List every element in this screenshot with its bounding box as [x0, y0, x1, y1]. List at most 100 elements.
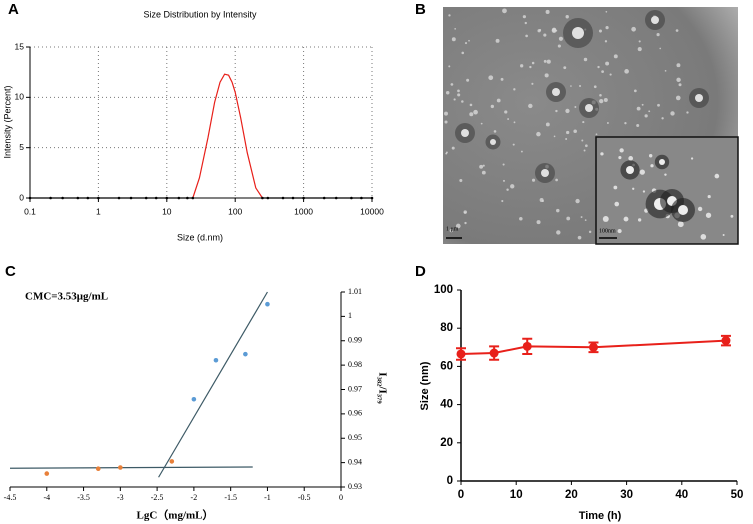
- chart-title: Size Distribution by Intensity: [143, 9, 257, 19]
- particle: [522, 15, 526, 19]
- particle: [457, 89, 460, 93]
- particle: [556, 208, 560, 213]
- particle: [529, 65, 532, 69]
- particle: [574, 105, 577, 108]
- particle: [490, 104, 495, 109]
- point: [360, 196, 363, 200]
- y-tick-label: 1.01: [348, 287, 362, 296]
- particle: [506, 188, 509, 191]
- particle: [531, 82, 534, 85]
- x-tick-label: 10000: [360, 206, 384, 216]
- point: [291, 196, 295, 200]
- particle: [513, 88, 516, 91]
- particle: [461, 100, 464, 103]
- y-tick-label: 80: [440, 322, 453, 334]
- particle: [555, 109, 558, 113]
- particle: [448, 14, 451, 17]
- particle: [705, 212, 712, 218]
- particle: [639, 169, 645, 175]
- particle: [468, 39, 470, 42]
- particle: [595, 133, 598, 136]
- scale-label: 1 μm: [446, 226, 459, 232]
- particle: [459, 179, 463, 183]
- particle: [707, 194, 711, 199]
- particle: [623, 216, 629, 222]
- particle: [565, 108, 570, 114]
- particle: [670, 111, 675, 116]
- particle: [539, 198, 544, 202]
- y-axis-title: Intensity (Percent): [2, 85, 12, 158]
- point: [154, 196, 158, 200]
- x-tick-label: -1: [264, 493, 271, 502]
- inset-particles: [600, 148, 734, 240]
- particle: [552, 88, 560, 96]
- x-tick-label: 1: [96, 206, 101, 216]
- particle: [618, 156, 622, 160]
- particle: [454, 27, 456, 30]
- particle: [545, 9, 550, 14]
- particle: [678, 205, 688, 215]
- particle: [558, 36, 563, 41]
- particle: [532, 178, 536, 182]
- particle: [573, 129, 577, 134]
- y-tick-label: 0: [447, 475, 453, 487]
- y-tick-label: 100: [434, 284, 453, 296]
- x-tick-label: -3: [117, 493, 124, 502]
- y-tick-label: 0: [19, 192, 24, 202]
- particle: [600, 152, 604, 156]
- y-tick-label: 0.99: [348, 336, 362, 345]
- particle: [624, 122, 627, 125]
- point: [117, 196, 121, 200]
- point: [44, 471, 50, 476]
- point: [350, 196, 353, 200]
- point: [302, 196, 305, 200]
- particle: [493, 130, 497, 133]
- particle: [536, 220, 541, 225]
- particle: [644, 114, 648, 118]
- particle: [469, 103, 473, 107]
- particle: [457, 93, 461, 97]
- point: [95, 466, 101, 472]
- point: [61, 196, 64, 200]
- x-tick-label: -2.5: [151, 493, 164, 502]
- particle: [690, 157, 694, 160]
- y-tick-label: 60: [440, 360, 453, 372]
- particle: [617, 229, 622, 234]
- particle: [448, 65, 451, 68]
- particle: [555, 178, 558, 182]
- point: [191, 396, 197, 402]
- x-tick-label: 1000: [294, 206, 313, 216]
- point: [86, 196, 90, 200]
- particle: [545, 122, 550, 127]
- point: [456, 349, 466, 359]
- particles: [444, 8, 709, 240]
- y-tick-label: 0.95: [348, 433, 362, 442]
- x-tick-label: -1.5: [224, 493, 237, 502]
- particle: [531, 61, 535, 65]
- particle: [480, 122, 483, 125]
- particle: [466, 78, 470, 82]
- x-tick-label: 20: [565, 489, 578, 501]
- x-axis-title: Size (d.nm): [177, 232, 223, 242]
- particle: [661, 117, 664, 120]
- particle: [686, 111, 689, 114]
- particle: [536, 131, 541, 137]
- point: [165, 196, 169, 200]
- particle: [512, 143, 515, 146]
- y-tick-label: 15: [15, 41, 25, 51]
- particle: [502, 8, 507, 14]
- particle: [510, 184, 515, 189]
- particle: [553, 135, 556, 138]
- particle: [599, 93, 602, 97]
- point: [334, 196, 338, 200]
- particle: [598, 29, 602, 33]
- particle: [584, 219, 587, 221]
- panel-label: D: [415, 263, 426, 280]
- y-tick-label: 40: [440, 399, 453, 411]
- particle: [577, 235, 582, 240]
- data-line: [192, 73, 263, 199]
- particle: [525, 34, 528, 38]
- fit-line: [158, 291, 268, 478]
- particle: [507, 118, 510, 120]
